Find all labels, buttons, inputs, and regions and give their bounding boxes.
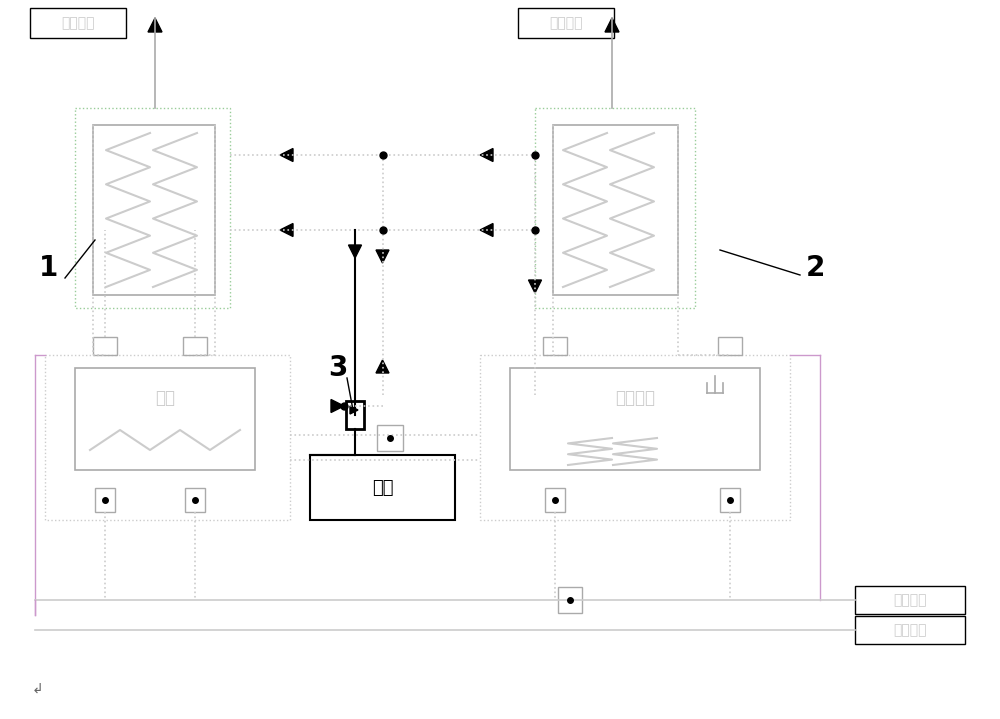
Text: 热泵机组: 热泵机组	[615, 389, 655, 407]
Polygon shape	[280, 149, 293, 162]
Bar	[855, 616, 965, 644]
Bar	[95, 488, 115, 512]
Polygon shape	[331, 400, 344, 413]
Bar	[185, 488, 205, 512]
Bar	[718, 337, 742, 355]
Text: ↲: ↲	[32, 683, 44, 697]
Bar	[93, 337, 117, 355]
Polygon shape	[376, 360, 389, 373]
Polygon shape	[280, 224, 293, 237]
Polygon shape	[350, 406, 358, 414]
Bar	[310, 455, 455, 520]
Bar	[510, 368, 760, 470]
Bar	[183, 337, 207, 355]
Bar	[30, 8, 126, 38]
Bar	[543, 337, 567, 355]
Bar	[558, 587, 582, 613]
Bar	[377, 425, 403, 451]
Text: 锅炉: 锅炉	[155, 389, 175, 407]
Bar	[545, 488, 565, 512]
Text: 烟气出口: 烟气出口	[61, 16, 95, 30]
Text: 2: 2	[805, 254, 825, 282]
Text: 热网供水: 热网供水	[893, 623, 927, 637]
Polygon shape	[376, 250, 389, 263]
Text: 热网回水: 热网回水	[893, 593, 927, 607]
Bar	[346, 401, 364, 429]
Bar	[45, 355, 290, 520]
Polygon shape	[528, 280, 542, 293]
Text: 1: 1	[38, 254, 58, 282]
Bar	[518, 8, 614, 38]
Text: 水筱: 水筱	[372, 479, 393, 497]
Text: 3: 3	[328, 354, 348, 382]
Bar	[535, 108, 695, 308]
Bar	[553, 125, 678, 295]
Bar	[480, 355, 790, 520]
Polygon shape	[480, 224, 493, 237]
Bar	[720, 488, 740, 512]
Polygon shape	[349, 245, 362, 258]
Text: 烟气出口: 烟气出口	[549, 16, 583, 30]
Polygon shape	[480, 149, 493, 162]
Bar	[75, 368, 255, 470]
Bar	[75, 108, 230, 308]
Polygon shape	[148, 18, 162, 32]
Bar	[93, 125, 215, 295]
Polygon shape	[605, 18, 619, 32]
Bar	[855, 586, 965, 614]
